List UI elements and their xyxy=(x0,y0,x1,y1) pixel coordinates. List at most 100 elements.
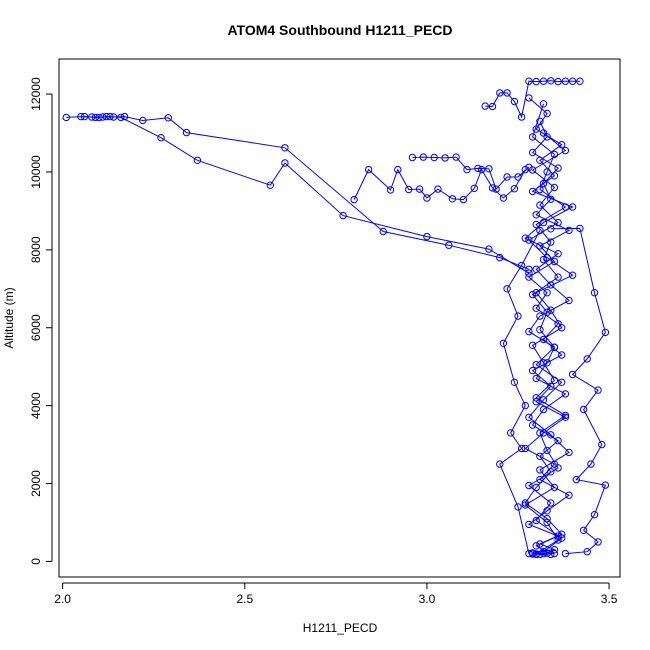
data-point xyxy=(568,370,577,379)
data-point xyxy=(434,185,442,193)
data-point xyxy=(477,165,486,174)
data-point xyxy=(474,164,482,173)
data-point xyxy=(554,273,562,281)
data-point xyxy=(423,194,431,202)
data-point xyxy=(565,226,573,235)
data-point xyxy=(554,164,562,172)
data-point xyxy=(532,211,540,219)
y-tick-label: 0 xyxy=(29,558,43,565)
data-point xyxy=(558,324,566,332)
data-point xyxy=(470,184,478,193)
data-point xyxy=(106,112,114,121)
data-point xyxy=(536,226,544,235)
data-point xyxy=(525,413,533,421)
data-point xyxy=(572,475,580,484)
data-point xyxy=(536,466,544,474)
data-point xyxy=(539,255,548,264)
data-point xyxy=(364,165,373,174)
data-point xyxy=(536,429,544,437)
data-point xyxy=(547,431,555,439)
data-point xyxy=(568,77,577,85)
data-point xyxy=(525,236,533,244)
data-point xyxy=(528,550,537,558)
series-left-edge-excursions xyxy=(496,226,544,558)
data-point xyxy=(561,411,570,420)
data-point xyxy=(543,168,551,176)
data-point xyxy=(91,113,100,122)
data-point xyxy=(339,211,347,220)
data-point xyxy=(532,394,540,402)
data-point xyxy=(521,501,529,509)
data-point xyxy=(507,429,515,437)
data-point xyxy=(503,89,511,97)
series-upper-level-cluster-b xyxy=(408,153,533,193)
data-point xyxy=(594,386,602,394)
series-line xyxy=(353,168,526,201)
data-point xyxy=(481,102,489,110)
data-point xyxy=(539,359,548,367)
data-point xyxy=(430,153,438,162)
data-point xyxy=(565,448,573,457)
plot-frame xyxy=(58,58,621,578)
data-point xyxy=(550,257,559,266)
data-point xyxy=(485,165,493,173)
y-axis: 0 2000 4000 6000 8000 10000 12000 xyxy=(29,77,53,565)
data-point xyxy=(139,116,147,125)
data-point xyxy=(554,437,562,445)
data-point xyxy=(532,542,540,550)
data-point xyxy=(445,241,453,249)
y-tick-label: 8000 xyxy=(29,236,43,263)
data-point xyxy=(514,503,522,511)
data-point xyxy=(521,401,529,410)
data-point xyxy=(517,444,526,453)
data-point xyxy=(463,165,471,174)
series-main-column-d xyxy=(521,100,573,558)
data-point xyxy=(496,460,504,468)
x-axis-label: H1211_PECD xyxy=(303,621,378,635)
data-point xyxy=(561,549,570,558)
data-point xyxy=(525,269,533,277)
series-descent-profile-outlier-b xyxy=(80,112,533,277)
data-point xyxy=(182,128,191,137)
data-point xyxy=(594,538,602,546)
data-point xyxy=(379,227,387,236)
data-point xyxy=(528,366,537,375)
data-point xyxy=(525,94,533,102)
data-point xyxy=(601,481,610,489)
data-point xyxy=(488,102,497,111)
series-line xyxy=(412,156,530,191)
data-point xyxy=(499,194,508,202)
data-point xyxy=(565,296,573,305)
data-point xyxy=(561,146,570,155)
data-point xyxy=(441,154,449,162)
y-tick-label: 4000 xyxy=(29,392,43,419)
data-point xyxy=(558,351,566,359)
data-point xyxy=(532,483,540,492)
data-point xyxy=(583,548,591,556)
data-point xyxy=(558,378,566,386)
data-point xyxy=(536,475,544,484)
series-right-edge-excursions xyxy=(547,224,610,558)
data-point xyxy=(539,100,548,108)
data-point xyxy=(528,421,537,429)
data-point xyxy=(590,289,599,297)
y-axis-label: Altitude (m) xyxy=(2,287,16,348)
data-point xyxy=(419,153,427,161)
data-point xyxy=(164,114,173,122)
data-point xyxy=(550,483,559,492)
data-point xyxy=(547,306,555,314)
data-point xyxy=(547,499,555,507)
series-line xyxy=(499,230,541,554)
x-tick-label: 3.0 xyxy=(419,592,436,606)
data-point xyxy=(521,165,529,174)
data-point xyxy=(157,134,165,142)
data-point xyxy=(517,261,526,270)
data-point xyxy=(536,452,544,460)
data-point xyxy=(503,285,511,293)
data-point xyxy=(525,549,533,558)
data-point xyxy=(543,109,551,118)
data-point xyxy=(496,89,504,97)
data-point xyxy=(576,224,584,233)
data-point xyxy=(536,117,544,126)
data-point xyxy=(517,113,526,121)
